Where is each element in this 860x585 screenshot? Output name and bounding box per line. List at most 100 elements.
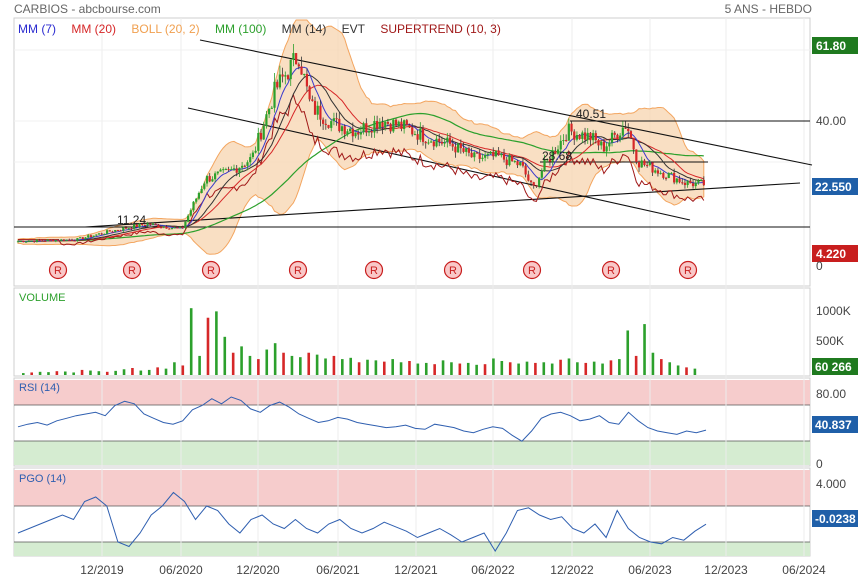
candle-body (362, 123, 365, 133)
event-circle[interactable] (678, 260, 698, 280)
candle-body (621, 127, 624, 136)
volume-bar (114, 370, 117, 375)
candle-body (376, 120, 379, 129)
candle-body (359, 132, 363, 135)
candle-body (122, 227, 125, 231)
candle-body (292, 53, 295, 60)
candle-body (170, 228, 174, 230)
event-marker[interactable]: R (48, 260, 68, 280)
candle-body (343, 126, 346, 135)
volume-bar (450, 362, 453, 375)
candle-body (157, 224, 160, 228)
x-tick-label: 06/2023 (628, 563, 672, 577)
price-low-badge-text: 4.220 (816, 247, 846, 261)
trendline-support (84, 182, 801, 228)
candle-body (432, 141, 435, 147)
candle-body (41, 240, 44, 242)
volume-bar (139, 370, 143, 375)
event-label: R (54, 265, 62, 277)
candle-body (54, 240, 57, 242)
volume-bar (47, 372, 50, 375)
volume-bars (22, 308, 697, 375)
candle-body (427, 142, 430, 144)
x-tick-label: 06/2022 (471, 563, 515, 577)
event-marker[interactable]: R (443, 260, 463, 280)
event-circle[interactable] (122, 260, 142, 280)
event-marker[interactable]: R (364, 260, 384, 280)
candle-body (327, 124, 330, 128)
candle-body (346, 131, 349, 135)
candle-body (511, 155, 514, 162)
pgo-last-badge-text: -0.0238 (815, 512, 856, 526)
candle-body (419, 128, 422, 140)
candle-body (295, 53, 298, 65)
event-circle[interactable] (522, 260, 542, 280)
candle-body (656, 170, 660, 174)
candle-body (27, 241, 30, 243)
candle-body (284, 75, 287, 77)
candle-body (643, 160, 646, 166)
price-high-badge-text: 61.80 (816, 39, 846, 53)
candle-body (397, 121, 400, 126)
volume-bar (643, 324, 646, 375)
candle-body (19, 241, 22, 243)
volume-bar (542, 362, 546, 375)
volume-bar (399, 362, 403, 375)
volume-bar (433, 364, 436, 375)
candle-body (278, 74, 282, 88)
candle-body (697, 180, 700, 183)
candle-body (354, 132, 357, 137)
event-circle[interactable] (443, 260, 463, 280)
candle-body (16, 241, 20, 243)
candle-body (556, 149, 560, 154)
event-marker[interactable]: R (601, 260, 621, 280)
event-marker[interactable]: R (122, 260, 142, 280)
event-circle[interactable] (288, 260, 308, 280)
candle-body (265, 114, 268, 127)
volume-bar (97, 371, 101, 375)
candle-body (475, 152, 479, 154)
event-marker[interactable]: R (288, 260, 308, 280)
candle-body (446, 137, 449, 143)
candle-body (219, 169, 222, 172)
candle-body (222, 169, 225, 171)
x-tick-label: 12/2022 (550, 563, 594, 577)
volume-bar (282, 352, 285, 375)
event-marker[interactable]: R (522, 260, 542, 280)
candle-body (35, 239, 39, 242)
candle-body (597, 140, 600, 146)
event-label: R (607, 265, 615, 277)
candle-body (181, 227, 184, 229)
event-circle[interactable] (364, 260, 384, 280)
candle-body (602, 141, 606, 152)
candle-body (451, 143, 454, 147)
candle-body (484, 154, 487, 158)
event-marker[interactable]: R (678, 260, 698, 280)
candle-body (678, 178, 681, 183)
candle-body (149, 223, 152, 225)
volume-panel (13, 287, 811, 377)
chart-period: 5 ANS - HEBDO (724, 2, 812, 16)
volume-bar (240, 346, 243, 375)
x-tick-label: 06/2020 (159, 563, 203, 577)
candle-body (232, 168, 236, 170)
volume-bar (618, 359, 621, 375)
candle-body (567, 123, 570, 141)
event-circle[interactable] (48, 260, 68, 280)
event-marker[interactable]: R (201, 260, 221, 280)
event-circle[interactable] (601, 260, 621, 280)
annotation-28-68: 28.68 (542, 149, 572, 163)
volume-bar (693, 368, 697, 375)
candle-body (635, 149, 638, 162)
event-circle[interactable] (201, 260, 221, 280)
candle-body (494, 150, 498, 157)
candle-body (632, 138, 635, 150)
candle-body (562, 140, 565, 142)
x-tick-label: 12/2020 (236, 563, 280, 577)
volume-bar (483, 364, 487, 375)
candle-body (440, 141, 444, 144)
trendline-upper (199, 39, 813, 166)
candle-body (521, 161, 525, 166)
candle-body (616, 134, 619, 140)
volume-last-badge (812, 358, 858, 375)
